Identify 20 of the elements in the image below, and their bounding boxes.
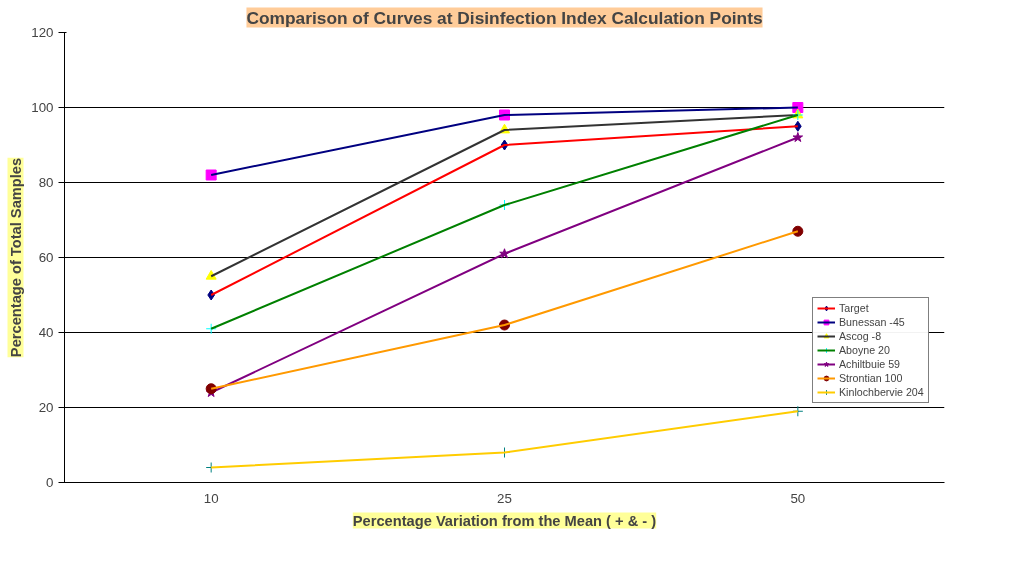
legend-label: Target bbox=[839, 302, 869, 315]
x-tick-label: 50 bbox=[790, 490, 806, 506]
legend-label: Kinlochbervie 204 bbox=[839, 386, 924, 399]
y-tick-label: 40 bbox=[38, 325, 54, 340]
x-tick-label: 25 bbox=[497, 490, 512, 506]
x-axis-title: Percentage Variation from the Mean ( + & - ) bbox=[352, 512, 657, 529]
x-tick-label: 10 bbox=[203, 490, 219, 506]
chart-title: Comparison of Curves at Disinfection Index Calculation Points bbox=[246, 7, 763, 28]
y-tick-label: 20 bbox=[38, 400, 54, 415]
y-tick-label: 0 bbox=[46, 475, 54, 490]
legend-label: Strontian 100 bbox=[839, 372, 903, 385]
legend-label: Achiltbuie 59 bbox=[839, 358, 901, 371]
legend-label: Ascog -8 bbox=[839, 330, 882, 343]
y-tick-label: 80 bbox=[38, 175, 54, 190]
y-tick-label: 60 bbox=[38, 250, 54, 265]
y-axis-title: Percentage of Total Samples bbox=[7, 157, 24, 358]
y-tick-label: 100 bbox=[31, 100, 54, 115]
legend-label: Bunessan -45 bbox=[839, 316, 905, 329]
legend-label: Aboyne 20 bbox=[839, 344, 890, 357]
y-tick-label: 120 bbox=[31, 25, 54, 40]
